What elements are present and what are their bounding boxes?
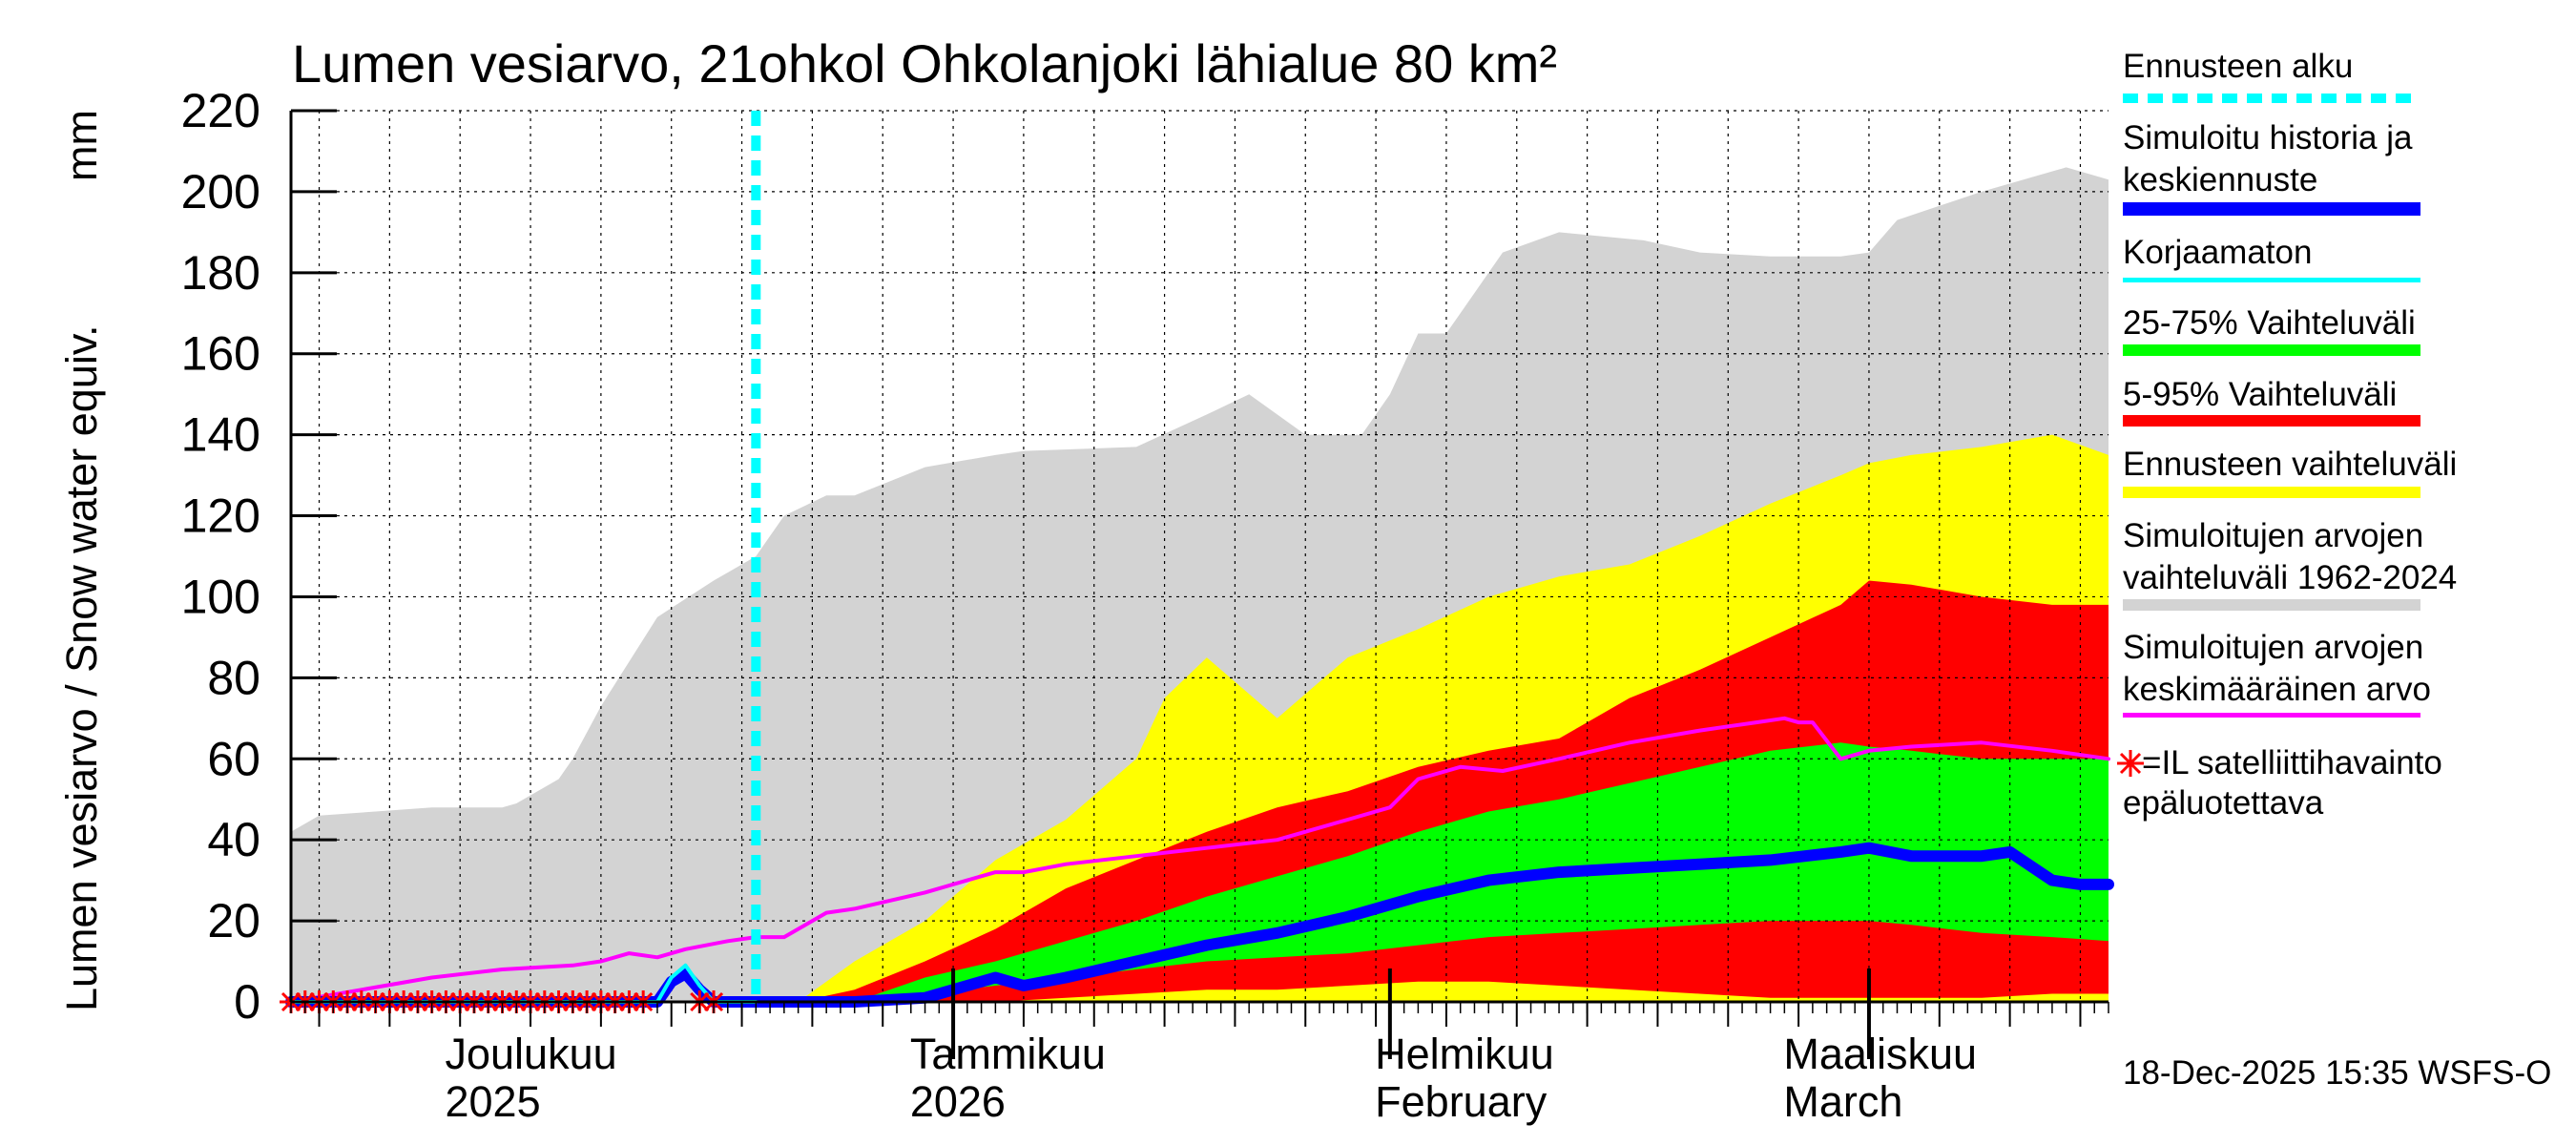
y-tick-label: 60 xyxy=(207,732,260,785)
chart-grid xyxy=(291,110,2109,1002)
chart-bands xyxy=(291,167,2109,1003)
y-tick-label: 100 xyxy=(181,570,260,623)
y-tick-label: 200 xyxy=(181,165,260,219)
y-tick-label: 160 xyxy=(181,327,260,381)
legend-hist-mean-label-2: keskimääräinen arvo xyxy=(2123,671,2431,708)
legend-hist-range-swatch xyxy=(2123,599,2420,611)
legend-range-5-95-swatch xyxy=(2123,415,2420,427)
y-axis-unit: mm xyxy=(57,110,106,181)
month-label-line2: February xyxy=(1375,1077,1548,1126)
month-label-line2: 2026 xyxy=(910,1077,1006,1126)
snow-water-chart: 020406080100120140160180200220Joulukuu20… xyxy=(181,84,2114,1126)
legend-forecast-start-swatch xyxy=(2123,94,2420,103)
y-tick-label: 120 xyxy=(181,489,260,543)
y-tick-label: 0 xyxy=(234,975,260,1029)
chart-legend: Ennusteen alku Simuloitu historia ja kes… xyxy=(2117,0,2571,1145)
month-label-line1: Helmikuu xyxy=(1375,1030,1554,1078)
legend-simulated-label-1: Simuloitu historia ja xyxy=(2123,119,2413,156)
line-simulated_mean_1962_2024 xyxy=(289,716,2110,1004)
chart-axes: 020406080100120140160180200220Joulukuu20… xyxy=(181,84,2109,1126)
y-tick-label: 140 xyxy=(181,408,260,462)
month-label-line1: Joulukuu xyxy=(446,1030,617,1078)
legend-satellite-label-2: epäluotettava xyxy=(2123,784,2324,822)
legend-hist-range-label-1: Simuloitujen arvojen xyxy=(2123,517,2424,554)
month-label-line1: Maaliskuu xyxy=(1783,1030,1977,1078)
legend-range-5-95-label: 5-95% Vaihteluväli xyxy=(2123,376,2398,413)
legend-hist-range-label-2: vaihteluväli 1962-2024 xyxy=(2123,559,2458,596)
month-label-line2: 2025 xyxy=(446,1077,541,1126)
legend-hist-mean-swatch xyxy=(2123,713,2420,718)
legend-uncorrected-swatch xyxy=(2123,278,2420,282)
y-tick-label: 180 xyxy=(181,246,260,300)
y-tick-label: 20 xyxy=(207,894,260,947)
legend-forecast-start-label: Ennusteen alku xyxy=(2123,48,2354,85)
legend-satellite-label-1: =IL satelliittihavainto xyxy=(2142,744,2442,781)
month-label-line2: March xyxy=(1783,1077,1902,1126)
legend-simulated-label-2: keskiennuste xyxy=(2123,161,2318,198)
chart-title: Lumen vesiarvo, 21ohkol Ohkolanjoki lähi… xyxy=(292,33,1558,94)
y-axis-label: Lumen vesiarvo / Snow water equiv. xyxy=(57,324,106,1011)
legend-forecast-range-swatch xyxy=(2123,487,2420,498)
month-label-line1: Tammikuu xyxy=(910,1030,1106,1078)
y-tick-label: 40 xyxy=(207,813,260,866)
legend-forecast-range-label: Ennusteen vaihteluväli xyxy=(2123,446,2458,483)
legend-simulated-swatch xyxy=(2123,202,2420,216)
legend-uncorrected-label: Korjaamaton xyxy=(2123,234,2313,271)
legend-hist-mean-label-1: Simuloitujen arvojen xyxy=(2123,629,2424,666)
band-range_25_75 xyxy=(291,742,2109,1002)
legend-range-25-75-swatch xyxy=(2123,344,2420,356)
legend-range-25-75-label: 25-75% Vaihteluväli xyxy=(2123,304,2416,342)
y-tick-label: 80 xyxy=(207,651,260,704)
legend-satellite-star-icon xyxy=(2117,750,2144,777)
footer-timestamp: 18-Dec-2025 15:35 WSFS-O xyxy=(2123,1054,2552,1092)
y-tick-label: 220 xyxy=(181,84,260,137)
